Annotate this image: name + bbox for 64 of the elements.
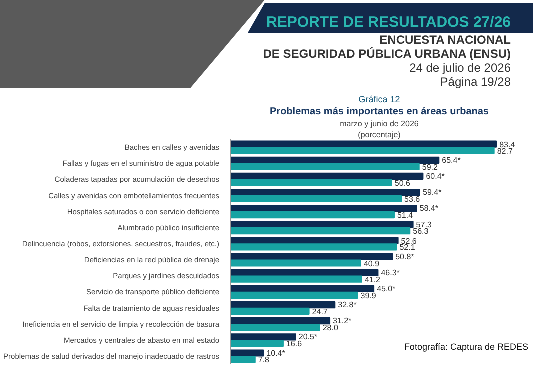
bar <box>230 260 362 267</box>
bar <box>230 179 392 186</box>
bar <box>230 172 424 180</box>
data-label: 39.9 <box>360 291 377 300</box>
data-label: 58.4* <box>420 204 438 214</box>
data-label: 28.0 <box>322 324 339 333</box>
bar <box>230 211 395 219</box>
data-label: 83.4 <box>500 140 516 150</box>
bar <box>230 188 421 196</box>
data-label: 50.8* <box>396 252 414 262</box>
data-label: 7.8 <box>258 356 270 365</box>
bar <box>230 285 375 293</box>
text: REPORTE DE RESULTADOS 27/26 <box>266 13 511 33</box>
bar <box>230 269 379 276</box>
data-label: 20.5* <box>298 332 318 342</box>
text: Página 19/28 <box>440 75 511 89</box>
text: DE SEGURIDAD PÚBLICA URBANA (ENSU) <box>263 47 511 61</box>
data-label: 51.4 <box>397 211 414 220</box>
data-label: 32.8* <box>338 300 357 310</box>
data-label: 82.7 <box>497 146 514 156</box>
bar <box>230 350 264 357</box>
data-label: 65.4* <box>442 156 461 165</box>
data-label: 40.9 <box>364 259 380 268</box>
data-label: 57.3 <box>416 220 432 230</box>
text: 24 de julio de 2026 <box>410 61 511 75</box>
data-label: 52.1 <box>400 243 416 252</box>
data-label: 59.2 <box>422 162 438 172</box>
bar <box>230 163 420 170</box>
bar <box>230 147 495 154</box>
bar <box>230 308 310 316</box>
chart-title: Problemas más importantes en áreas urbanas <box>270 106 490 118</box>
data-label: 50.6 <box>394 178 412 188</box>
bar <box>230 244 398 251</box>
bar <box>230 237 399 244</box>
chart-subtitle: marzo y junio de 2026 <box>340 120 420 128</box>
data-label: 60.4* <box>426 172 445 181</box>
bar <box>230 195 402 203</box>
data-label: 16.6 <box>286 340 303 349</box>
data-label: 41.2 <box>364 275 382 284</box>
data-label: 10.4* <box>266 348 286 358</box>
bar <box>230 292 358 299</box>
bar <box>230 318 331 325</box>
bar <box>230 340 284 348</box>
bar <box>230 205 418 212</box>
annotation: Fotografía: Captura de REDES <box>404 342 528 352</box>
bar <box>230 221 414 228</box>
data-label: 24.7 <box>312 307 328 316</box>
data-label: 46.3* <box>381 268 400 278</box>
bar <box>230 356 256 364</box>
annotation: (porcentaje) <box>358 130 402 140</box>
bar <box>230 334 296 341</box>
text: Gráfica 12 <box>358 94 400 104</box>
data-label: 56.3 <box>413 227 430 236</box>
data-label: 53.6 <box>404 194 421 204</box>
data-label: 59.4* <box>423 188 442 198</box>
bar <box>230 228 411 235</box>
data-label: 45.0* <box>377 284 396 294</box>
data-label: 31.2* <box>333 316 352 326</box>
bar <box>230 156 440 164</box>
bar <box>230 301 336 309</box>
data-label: 52.6 <box>401 236 418 246</box>
bar <box>230 324 320 332</box>
bar <box>230 276 362 283</box>
text: ENCUESTA NACIONAL <box>380 33 511 47</box>
